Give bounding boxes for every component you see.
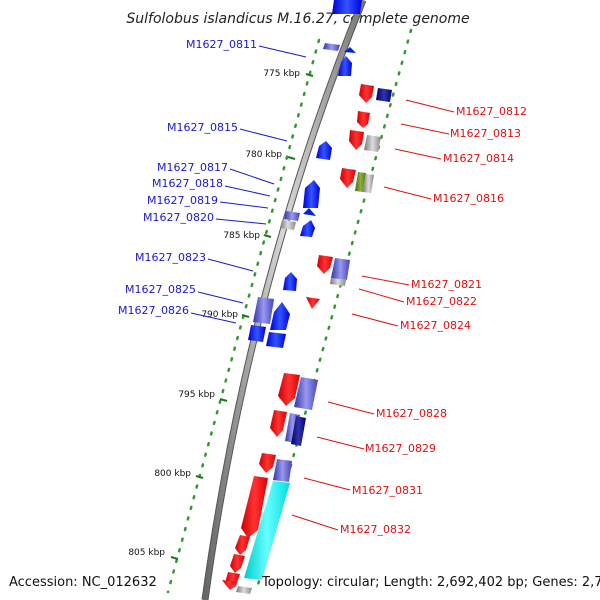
scale-label-800: 800 kbp xyxy=(154,469,191,479)
gene-arrow-0825b[interactable] xyxy=(270,302,290,330)
gene-label-0818[interactable]: M1627_0818 xyxy=(152,177,223,190)
gene-label-0812[interactable]: M1627_0812 xyxy=(456,105,527,118)
gene-arrow-0826[interactable] xyxy=(248,325,266,342)
gene-arrow-0815[interactable] xyxy=(316,141,332,160)
right-label-leaders xyxy=(291,99,455,531)
gene-arrow-top-blue[interactable] xyxy=(332,0,362,14)
gene-arrow-0814[interactable] xyxy=(364,135,381,152)
gene-arrow-0816b[interactable] xyxy=(363,174,374,193)
genome-backbone xyxy=(201,0,367,600)
gene-label-0831[interactable]: M1627_0831 xyxy=(352,484,423,497)
gene-label-0828[interactable]: M1627_0828 xyxy=(376,407,447,420)
gene-label-0815[interactable]: M1627_0815 xyxy=(167,121,238,134)
gene-arrow-0829a[interactable] xyxy=(270,410,287,437)
gene-arrow-0824[interactable] xyxy=(306,297,320,309)
scale-label-785: 785 kbp xyxy=(223,231,260,241)
gene-arrow-0832b[interactable] xyxy=(235,535,250,555)
gene-label-0814[interactable]: M1627_0814 xyxy=(443,152,514,165)
gene-label-0822[interactable]: M1627_0822 xyxy=(406,295,477,308)
gene-label-0829[interactable]: M1627_0829 xyxy=(365,442,436,455)
gene-label-0819[interactable]: M1627_0819 xyxy=(147,194,218,207)
gene-arrow-0822b[interactable] xyxy=(330,278,346,286)
gene-arrow-0817[interactable] xyxy=(303,180,320,208)
gene-arrow-0822[interactable] xyxy=(331,258,350,280)
gene-arrow-0832e[interactable] xyxy=(222,580,236,588)
gene-arrow-0818[interactable] xyxy=(303,208,316,216)
gene-arrow-0819[interactable] xyxy=(284,211,300,221)
map-title: Sulfolobus islandicus M.16.27, complete … xyxy=(126,11,469,27)
reverse-strand-genes xyxy=(222,84,392,594)
gene-arrow-0828a[interactable] xyxy=(278,373,300,406)
gene-label-0832[interactable]: M1627_0832 xyxy=(340,523,411,536)
gene-arrow-0820[interactable] xyxy=(280,220,296,230)
gene-arrow-0821[interactable] xyxy=(317,255,333,274)
gene-arrow-0832[interactable] xyxy=(244,481,290,580)
scale-labels: 775 kbp 780 kbp 785 kbp 790 kbp 795 kbp … xyxy=(128,69,300,558)
gene-arrow-0823[interactable] xyxy=(283,272,297,291)
gene-arrow-0826b[interactable] xyxy=(266,332,286,348)
gene-arrow-0812[interactable] xyxy=(376,88,392,102)
topology-text: Topology: circular; Length: 2,692,402 bp… xyxy=(261,575,600,590)
gene-arrow-0832c[interactable] xyxy=(230,554,245,573)
gene-label-0825[interactable]: M1627_0825 xyxy=(125,283,196,296)
gene-arrow-0816a[interactable] xyxy=(340,168,356,188)
gene-label-0823[interactable]: M1627_0823 xyxy=(135,251,206,264)
scale-label-775: 775 kbp xyxy=(263,69,300,79)
gene-label-0821[interactable]: M1627_0821 xyxy=(411,278,482,291)
forward-strand-genes xyxy=(248,0,362,348)
gene-arrow-0832f[interactable] xyxy=(236,586,252,594)
gene-label-0811[interactable]: M1627_0811 xyxy=(186,38,257,51)
scale-ticks xyxy=(170,73,314,560)
scale-label-780: 780 kbp xyxy=(245,150,282,160)
gene-arrow-small-0811b[interactable] xyxy=(344,47,356,53)
gene-arrow-0811[interactable] xyxy=(323,43,340,51)
accession-text: Accession: NC_012632 xyxy=(9,575,157,590)
gene-arrow-0828[interactable] xyxy=(294,377,318,410)
right-gene-labels: M1627_0812 M1627_0813 M1627_0814 M1627_0… xyxy=(340,105,527,536)
gene-label-0826[interactable]: M1627_0826 xyxy=(118,304,189,317)
gene-arrow-0831b[interactable] xyxy=(241,476,268,538)
scale-label-805: 805 kbp xyxy=(128,548,165,558)
gene-arrow-0831a[interactable] xyxy=(259,453,276,473)
gene-arrow-775a[interactable] xyxy=(338,56,352,76)
left-label-leaders xyxy=(190,45,307,324)
gene-arrow-0820b[interactable] xyxy=(300,220,315,237)
gene-label-0816[interactable]: M1627_0816 xyxy=(433,192,504,205)
scale-label-790: 790 kbp xyxy=(201,310,238,320)
gene-arrow-0812a[interactable] xyxy=(359,84,374,103)
gene-arrow-0813b[interactable] xyxy=(349,130,364,150)
gene-label-0817[interactable]: M1627_0817 xyxy=(157,161,228,174)
gene-label-0824[interactable]: M1627_0824 xyxy=(400,319,471,332)
gene-arrow-0816[interactable] xyxy=(355,172,366,192)
gene-arrow-0825[interactable] xyxy=(253,297,274,324)
gene-label-0820[interactable]: M1627_0820 xyxy=(143,211,214,224)
left-gene-labels: M1627_0811 M1627_0815 M1627_0817 M1627_0… xyxy=(118,38,257,317)
gene-arrow-0813a[interactable] xyxy=(357,111,370,128)
scale-label-795: 795 kbp xyxy=(178,390,215,400)
gene-arrow-0829[interactable] xyxy=(291,416,306,446)
gene-arrow-0831[interactable] xyxy=(273,459,292,482)
gene-label-0813[interactable]: M1627_0813 xyxy=(450,127,521,140)
